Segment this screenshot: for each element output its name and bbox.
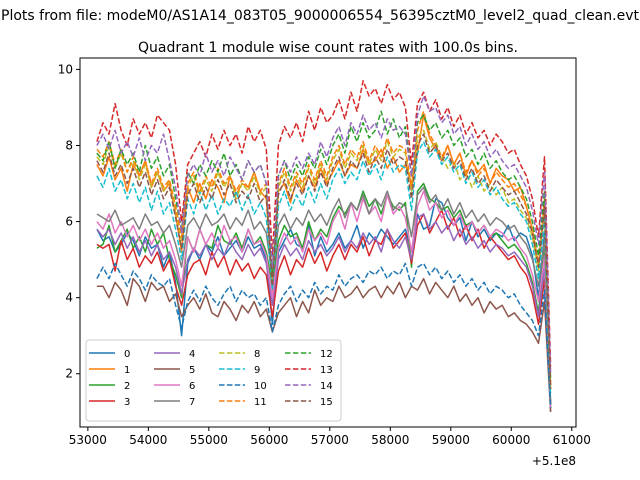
y-tick-label: 4 — [65, 291, 73, 305]
x-tick-label: 61000 — [553, 433, 591, 447]
x-tick-label: 59000 — [432, 433, 470, 447]
legend-label-4: 4 — [189, 349, 195, 360]
x-tick-label: 57000 — [311, 433, 349, 447]
y-tick-label: 6 — [65, 215, 73, 229]
series-line-13 — [96, 80, 552, 367]
plot-area — [79, 57, 577, 428]
y-axis: 2 4 6 8 10 — [58, 62, 80, 381]
x-axis: 53000 54000 55000 56000 57000 58000 59000 60000… — [69, 427, 591, 447]
y-tick-label: 10 — [58, 62, 73, 76]
x-tick-label: 58000 — [371, 433, 409, 447]
legend-label-7: 7 — [189, 397, 195, 408]
series-line-15 — [96, 133, 552, 390]
series-line-4 — [96, 213, 552, 412]
series-line-5 — [96, 277, 552, 412]
legend-label-3: 3 — [124, 397, 130, 408]
legend-label-11: 11 — [254, 397, 267, 408]
series-line-6 — [96, 190, 552, 409]
series-line-9 — [96, 140, 552, 397]
legend-label-6: 6 — [189, 381, 195, 392]
axes-frame — [79, 57, 577, 428]
series-line-12 — [96, 110, 552, 382]
legend-label-9: 9 — [254, 365, 260, 376]
legend-label-1: 1 — [124, 365, 130, 376]
legend-label-12: 12 — [320, 349, 333, 360]
series-line-14 — [96, 95, 552, 374]
legend-label-2: 2 — [124, 381, 130, 392]
legend-label-10: 10 — [254, 381, 267, 392]
series-group — [96, 80, 552, 412]
x-tick-label: 55000 — [190, 433, 228, 447]
y-tick-label: 8 — [65, 138, 73, 152]
series-line-3 — [96, 209, 552, 405]
x-tick-label: 56000 — [250, 433, 288, 447]
legend-label-8: 8 — [254, 349, 260, 360]
legend-label-13: 13 — [320, 365, 333, 376]
x-axis-offset-label: +5.1e8 — [532, 454, 576, 468]
series-line-11 — [96, 110, 552, 386]
y-tick-label: 2 — [65, 367, 73, 381]
legend-label-5: 5 — [189, 365, 195, 376]
x-tick-label: 54000 — [129, 433, 167, 447]
chart-title: Quadrant 1 module wise count rates with … — [138, 40, 518, 56]
x-tick-label: 60000 — [492, 433, 530, 447]
legend-label-14: 14 — [320, 381, 333, 392]
series-line-10 — [96, 262, 552, 409]
x-tick-label: 53000 — [69, 433, 107, 447]
legend-label-0: 0 — [124, 349, 130, 360]
series-line-7 — [96, 186, 552, 405]
figure-suptitle: Plots from file: modeM0/AS1A14_083T05_90… — [1, 8, 639, 24]
legend-frame — [85, 339, 342, 422]
legend-label-15: 15 — [320, 397, 333, 408]
